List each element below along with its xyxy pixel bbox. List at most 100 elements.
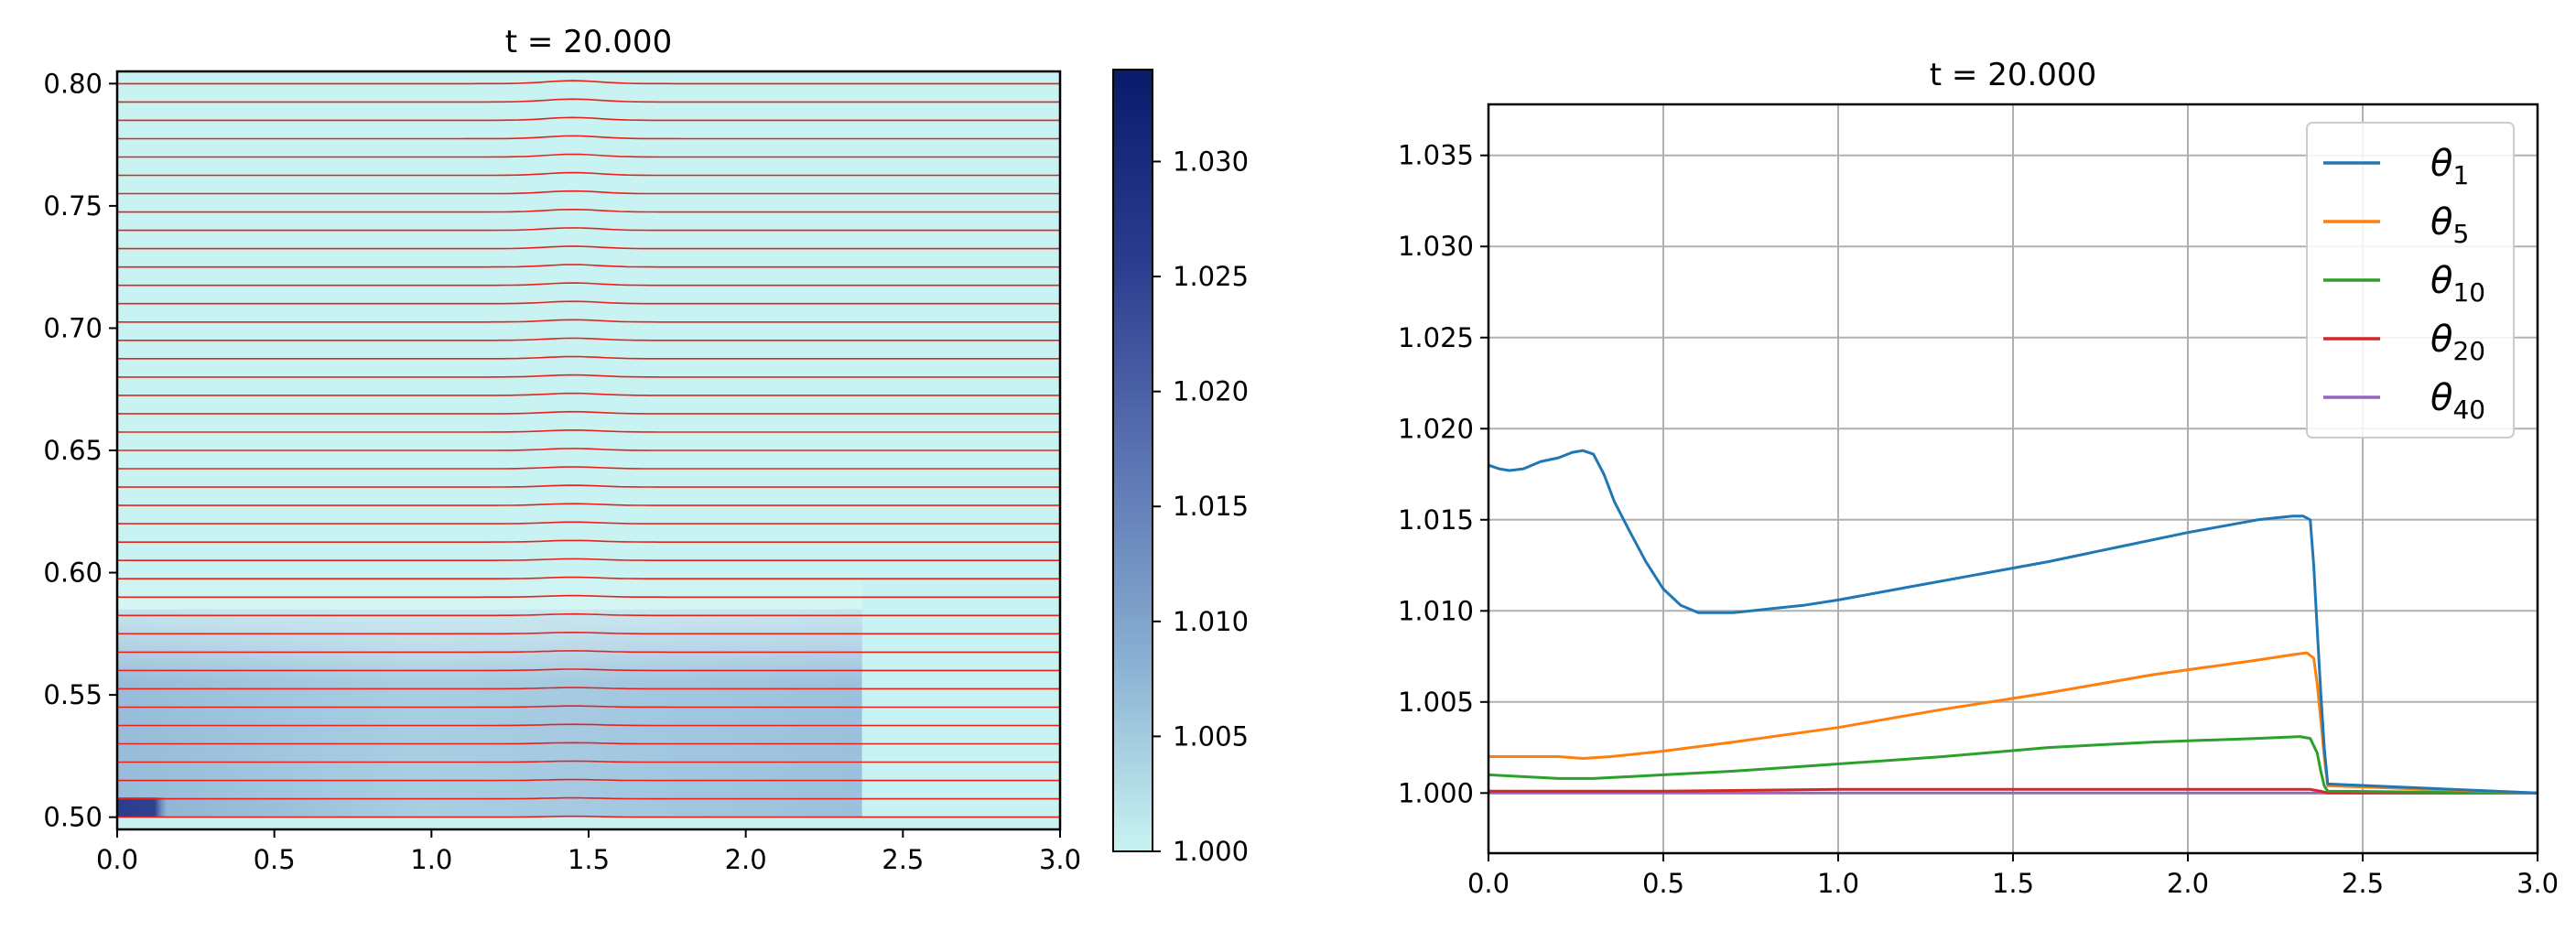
legend-label: θ40 (2430, 377, 2485, 425)
x-tick-label: 1.0 (1817, 868, 1859, 899)
y-tick-label: 1.030 (1398, 231, 1474, 262)
contour-line (117, 227, 1060, 232)
x-tick-label: 0.5 (254, 844, 296, 875)
legend-label: θ20 (2430, 319, 2485, 366)
contour-line (117, 410, 1060, 415)
x-tick-label: 1.5 (568, 844, 610, 875)
contour-line (117, 778, 1060, 782)
contour-line (117, 319, 1060, 323)
contour-line (117, 448, 1060, 451)
contour-line (117, 650, 1060, 654)
line-chart-series (1488, 449, 2538, 795)
contour-line (117, 503, 1060, 506)
y-tick-label: 1.035 (1398, 140, 1474, 171)
contour-line (117, 135, 1060, 140)
x-tick-label: 0.0 (1467, 868, 1510, 899)
line-panel: t = 20.000 0.0 0.5 1.0 1.5 2.0 2.5 3.0 1.0001.… (1398, 57, 2559, 899)
line-chart-title: t = 20.000 (1930, 57, 2096, 93)
y-tick-label: 1.010 (1398, 595, 1474, 626)
y-tick-label: 0.50 (43, 802, 103, 833)
x-tick-label: 2.0 (725, 844, 767, 875)
x-tick-label: 2.0 (2167, 868, 2209, 899)
contour-line (117, 282, 1060, 287)
colorbar-tick-label: 1.020 (1173, 376, 1249, 407)
contour-line (117, 98, 1060, 103)
x-tick-label: 2.5 (2342, 868, 2384, 899)
contour-line (117, 723, 1060, 727)
contour-line (117, 337, 1060, 341)
y-tick-label: 0.80 (43, 68, 103, 99)
y-tick-label: 1.015 (1398, 504, 1474, 536)
colorbar: 1.000 1.005 1.010 1.015 1.020 1.025 1.030 (1112, 69, 1249, 867)
y-tick-label: 1.000 (1398, 777, 1474, 808)
contour-line (117, 373, 1060, 378)
y-tick-label: 1.025 (1398, 322, 1474, 353)
contour-line (117, 705, 1060, 709)
heatmap-bottom-layer (117, 797, 432, 817)
contour-line (117, 208, 1060, 213)
y-tick-label: 0.65 (43, 435, 103, 466)
series-line-5 (1488, 651, 2538, 795)
colorbar-tick-label: 1.025 (1173, 261, 1249, 292)
series-line-1 (1488, 449, 2538, 795)
contour-line (117, 796, 1060, 800)
contour-line (117, 760, 1060, 763)
contour-line (117, 300, 1060, 305)
contour-line (117, 687, 1060, 690)
colorbar-ticks: 1.000 1.005 1.010 1.015 1.020 1.025 1.030 (1153, 146, 1249, 867)
heatmap-panel: t = 20.000 0.0 0.5 1.0 1.5 2.0 2.5 3.0 0.50 0.5… (43, 24, 1081, 875)
x-tick-label: 2.5 (882, 844, 924, 875)
y-tick-label: 1.005 (1398, 687, 1474, 718)
line-y-ticks: 1.000 1.005 1.010 1.015 1.020 1.025 1.030 1.035 (1398, 140, 1488, 808)
colorbar-tick-label: 1.015 (1173, 491, 1249, 522)
contour-line (117, 484, 1060, 488)
y-tick-label: 1.020 (1398, 413, 1474, 444)
heatmap-x-ticks: 0.0 0.5 1.0 1.5 2.0 2.5 3.0 (96, 829, 1081, 875)
y-tick-label: 0.55 (43, 679, 103, 710)
x-tick-label: 0.0 (96, 844, 138, 875)
contour-line (117, 264, 1060, 268)
y-tick-label: 0.75 (43, 190, 103, 222)
x-tick-label: 1.0 (410, 844, 452, 875)
contour-line (117, 539, 1060, 543)
legend-label: θ1 (2430, 143, 2469, 190)
x-tick-label: 1.5 (1992, 868, 2034, 899)
contour-line (117, 742, 1060, 745)
contour-lines (117, 80, 1060, 818)
legend-frame (2306, 122, 2515, 438)
contour-line (117, 594, 1060, 599)
x-tick-label: 3.0 (2516, 868, 2559, 899)
x-tick-label: 3.0 (1039, 844, 1081, 875)
y-tick-label: 0.70 (43, 312, 103, 343)
colorbar-tick-label: 1.030 (1173, 146, 1249, 177)
colorbar-gradient (1112, 69, 1153, 852)
colorbar-tick-label: 1.010 (1173, 606, 1249, 637)
legend-label: θ10 (2430, 260, 2485, 308)
x-tick-label: 0.5 (1642, 868, 1684, 899)
contour-line (117, 80, 1060, 85)
contour-line (117, 392, 1060, 396)
contour-line (117, 466, 1060, 470)
contour-line (117, 171, 1060, 177)
legend-label: θ5 (2430, 201, 2469, 249)
contour-line (117, 612, 1060, 617)
contour-line (117, 428, 1060, 433)
series-line-20 (1488, 787, 2538, 795)
heatmap-title: t = 20.000 (505, 24, 672, 60)
contour-line (117, 668, 1060, 672)
y-tick-label: 0.60 (43, 558, 103, 589)
contour-line (117, 153, 1060, 158)
line-x-ticks: 0.0 0.5 1.0 1.5 2.0 2.5 3.0 (1467, 853, 2559, 899)
colorbar-tick-label: 1.000 (1173, 836, 1249, 867)
series-line-10 (1488, 735, 2538, 795)
heatmap-bulk-fade (117, 572, 862, 683)
contour-line (117, 576, 1060, 579)
contour-line (117, 355, 1060, 360)
legend: θ1 θ5 θ10 θ20 θ40 (2306, 122, 2515, 438)
contour-line (117, 521, 1060, 525)
contour-line (117, 189, 1060, 195)
contour-line (117, 116, 1060, 122)
colorbar-tick-label: 1.005 (1173, 720, 1249, 752)
contour-line (117, 245, 1060, 250)
